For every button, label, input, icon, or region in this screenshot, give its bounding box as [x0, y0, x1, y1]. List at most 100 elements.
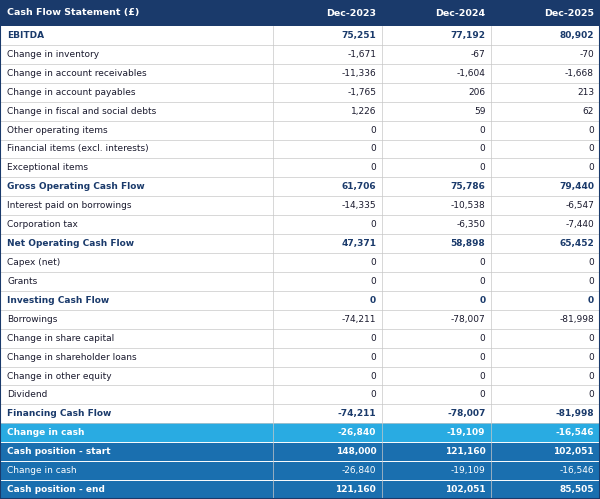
Text: 59: 59: [474, 107, 485, 116]
Text: Interest paid on borrowings: Interest paid on borrowings: [7, 201, 132, 210]
Bar: [0, 442, 600, 461]
Text: 75,786: 75,786: [451, 182, 485, 191]
Text: -78,007: -78,007: [447, 409, 485, 418]
Bar: [0, 196, 600, 215]
Text: -19,109: -19,109: [451, 466, 485, 475]
Bar: [0, 253, 600, 272]
Text: 0: 0: [479, 372, 485, 381]
Text: -10,538: -10,538: [451, 201, 485, 210]
Text: 0: 0: [479, 126, 485, 135]
Text: 0: 0: [479, 390, 485, 399]
Text: Capex (net): Capex (net): [7, 258, 61, 267]
Text: Change in shareholder loans: Change in shareholder loans: [7, 353, 137, 362]
Text: 0: 0: [479, 258, 485, 267]
Text: Cash position - end: Cash position - end: [7, 485, 105, 494]
Text: Change in cash: Change in cash: [7, 428, 85, 437]
Bar: [0, 102, 600, 121]
Text: 0: 0: [588, 126, 594, 135]
Text: Gross Operating Cash Flow: Gross Operating Cash Flow: [7, 182, 145, 191]
Text: Net Operating Cash Flow: Net Operating Cash Flow: [7, 239, 134, 248]
Text: 1,226: 1,226: [350, 107, 376, 116]
Text: 0: 0: [479, 277, 485, 286]
Text: 0: 0: [479, 353, 485, 362]
Bar: [0, 480, 600, 499]
Text: Investing Cash Flow: Investing Cash Flow: [7, 296, 109, 305]
Text: 206: 206: [468, 88, 485, 97]
Text: 0: 0: [370, 353, 376, 362]
Text: 58,898: 58,898: [451, 239, 485, 248]
Text: Change in fiscal and social debts: Change in fiscal and social debts: [7, 107, 157, 116]
Text: -1,671: -1,671: [347, 50, 376, 59]
Text: 0: 0: [370, 372, 376, 381]
Text: 0: 0: [479, 163, 485, 172]
Bar: [0, 159, 600, 177]
Text: Change in inventory: Change in inventory: [7, 50, 100, 59]
Text: Other operating items: Other operating items: [7, 126, 108, 135]
Text: -6,547: -6,547: [565, 201, 594, 210]
Text: 0: 0: [588, 145, 594, 154]
Text: 0: 0: [370, 126, 376, 135]
Text: -78,007: -78,007: [451, 315, 485, 324]
Text: -1,765: -1,765: [347, 88, 376, 97]
Text: -1,604: -1,604: [457, 69, 485, 78]
Text: 0: 0: [479, 145, 485, 154]
Bar: [0, 404, 600, 423]
Text: 121,160: 121,160: [445, 447, 485, 456]
Text: -74,211: -74,211: [338, 409, 376, 418]
Text: 213: 213: [577, 88, 594, 97]
Bar: [0, 140, 600, 159]
Text: -19,109: -19,109: [447, 428, 485, 437]
Bar: [0, 64, 600, 83]
Text: -26,840: -26,840: [342, 466, 376, 475]
Text: Change in other equity: Change in other equity: [7, 372, 112, 381]
Text: -16,546: -16,546: [559, 466, 594, 475]
Text: -67: -67: [470, 50, 485, 59]
Bar: [0, 0, 600, 26]
Text: 0: 0: [479, 334, 485, 343]
Text: 0: 0: [370, 296, 376, 305]
Text: Corporation tax: Corporation tax: [7, 220, 78, 229]
Text: 77,192: 77,192: [451, 31, 485, 40]
Text: 0: 0: [370, 390, 376, 399]
Text: Cash Flow Statement (£): Cash Flow Statement (£): [7, 8, 140, 17]
Text: 0: 0: [370, 334, 376, 343]
Text: 0: 0: [588, 258, 594, 267]
Text: EBITDA: EBITDA: [7, 31, 44, 40]
Bar: [0, 234, 600, 253]
Text: Dec-2024: Dec-2024: [435, 8, 485, 17]
Text: 61,706: 61,706: [341, 182, 376, 191]
Text: -26,840: -26,840: [338, 428, 376, 437]
Bar: [0, 177, 600, 196]
Text: 0: 0: [588, 390, 594, 399]
Text: -11,336: -11,336: [341, 69, 376, 78]
Text: 79,440: 79,440: [559, 182, 594, 191]
Text: -16,546: -16,546: [556, 428, 594, 437]
Bar: [0, 461, 600, 480]
Text: 0: 0: [479, 296, 485, 305]
Text: 0: 0: [588, 334, 594, 343]
Text: -70: -70: [579, 50, 594, 59]
Text: Exceptional items: Exceptional items: [7, 163, 88, 172]
Text: Financing Cash Flow: Financing Cash Flow: [7, 409, 112, 418]
Bar: [0, 83, 600, 102]
Bar: [0, 423, 600, 442]
Bar: [0, 310, 600, 329]
Text: Change in cash: Change in cash: [7, 466, 77, 475]
Text: 0: 0: [370, 277, 376, 286]
Bar: [0, 272, 600, 291]
Text: 0: 0: [588, 296, 594, 305]
Bar: [0, 386, 600, 404]
Text: 148,000: 148,000: [335, 447, 376, 456]
Text: 0: 0: [370, 163, 376, 172]
Text: Dec-2023: Dec-2023: [326, 8, 376, 17]
Text: Dec-2025: Dec-2025: [544, 8, 594, 17]
Text: 0: 0: [370, 220, 376, 229]
Text: 75,251: 75,251: [341, 31, 376, 40]
Text: 65,452: 65,452: [559, 239, 594, 248]
Text: -14,335: -14,335: [341, 201, 376, 210]
Text: 121,160: 121,160: [335, 485, 376, 494]
Bar: [0, 348, 600, 367]
Bar: [0, 291, 600, 310]
Text: -6,350: -6,350: [457, 220, 485, 229]
Text: 0: 0: [370, 145, 376, 154]
